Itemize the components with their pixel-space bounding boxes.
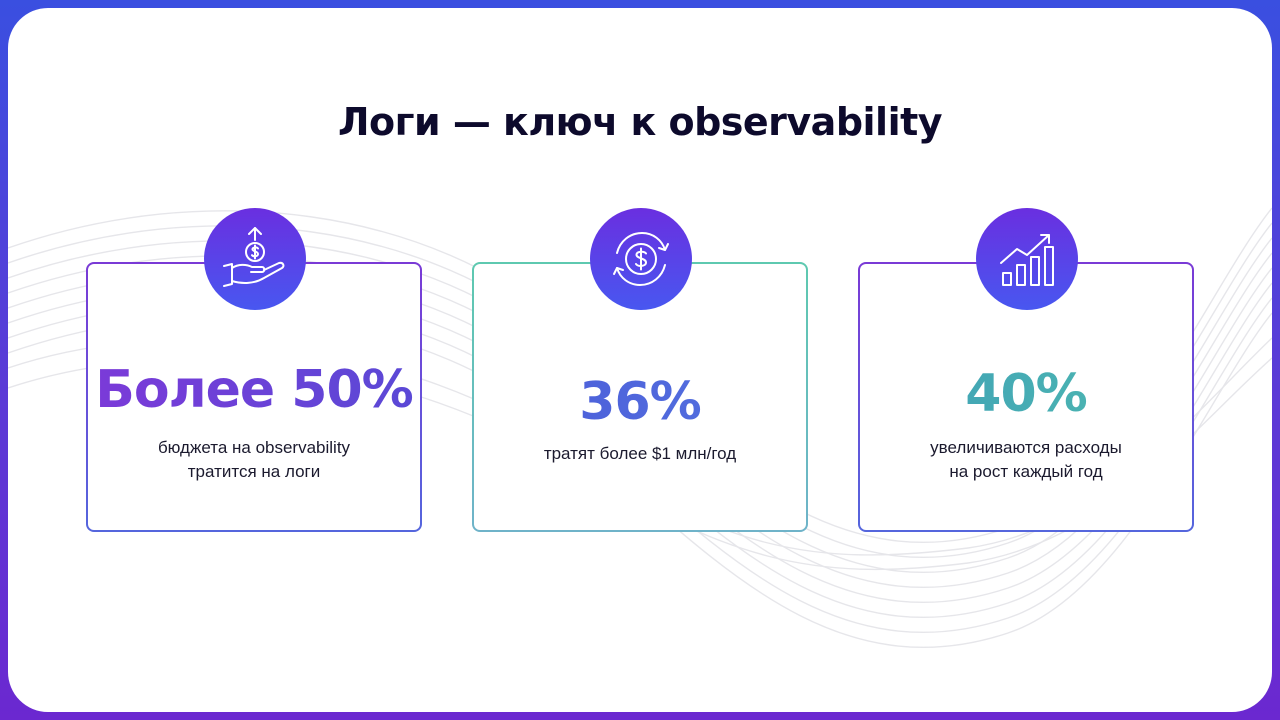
stat-card-growth: 40% увеличиваются расходы на рост каждый… <box>858 208 1194 532</box>
card-badge <box>204 208 306 310</box>
stat-card-budget: Более 50% бюджета на observability трати… <box>86 208 422 532</box>
stat-description-line: тратят более $1 млн/год <box>543 444 737 463</box>
growth-chart-icon <box>1000 234 1054 286</box>
stat-description: бюджета на observability тратится на лог… <box>88 436 420 484</box>
slide: Логи — ключ к observability Более 50% бю… <box>8 8 1272 712</box>
stat-description-line: тратится на логи <box>187 462 321 481</box>
stat-description-line: бюджета на observability <box>157 438 351 457</box>
stat-value: 36% <box>474 372 806 432</box>
card-badge <box>976 208 1078 310</box>
stat-description: тратят более $1 млн/год <box>474 442 806 466</box>
hand-coin-up-arrow-icon <box>223 227 285 287</box>
page-title: Логи — ключ к observability <box>337 100 943 144</box>
card-badge <box>590 208 692 310</box>
stat-description: увеличиваются расходы на рост каждый год <box>860 436 1192 484</box>
stat-value: 40% <box>860 364 1192 424</box>
stat-description-line: на рост каждый год <box>949 462 1103 481</box>
dollar-cycle-icon <box>613 232 669 286</box>
stat-description-line: увеличиваются расходы <box>930 438 1122 457</box>
stat-value: Более 50% <box>88 360 420 420</box>
stat-card-spend: 36% тратят более $1 млн/год <box>472 208 808 532</box>
